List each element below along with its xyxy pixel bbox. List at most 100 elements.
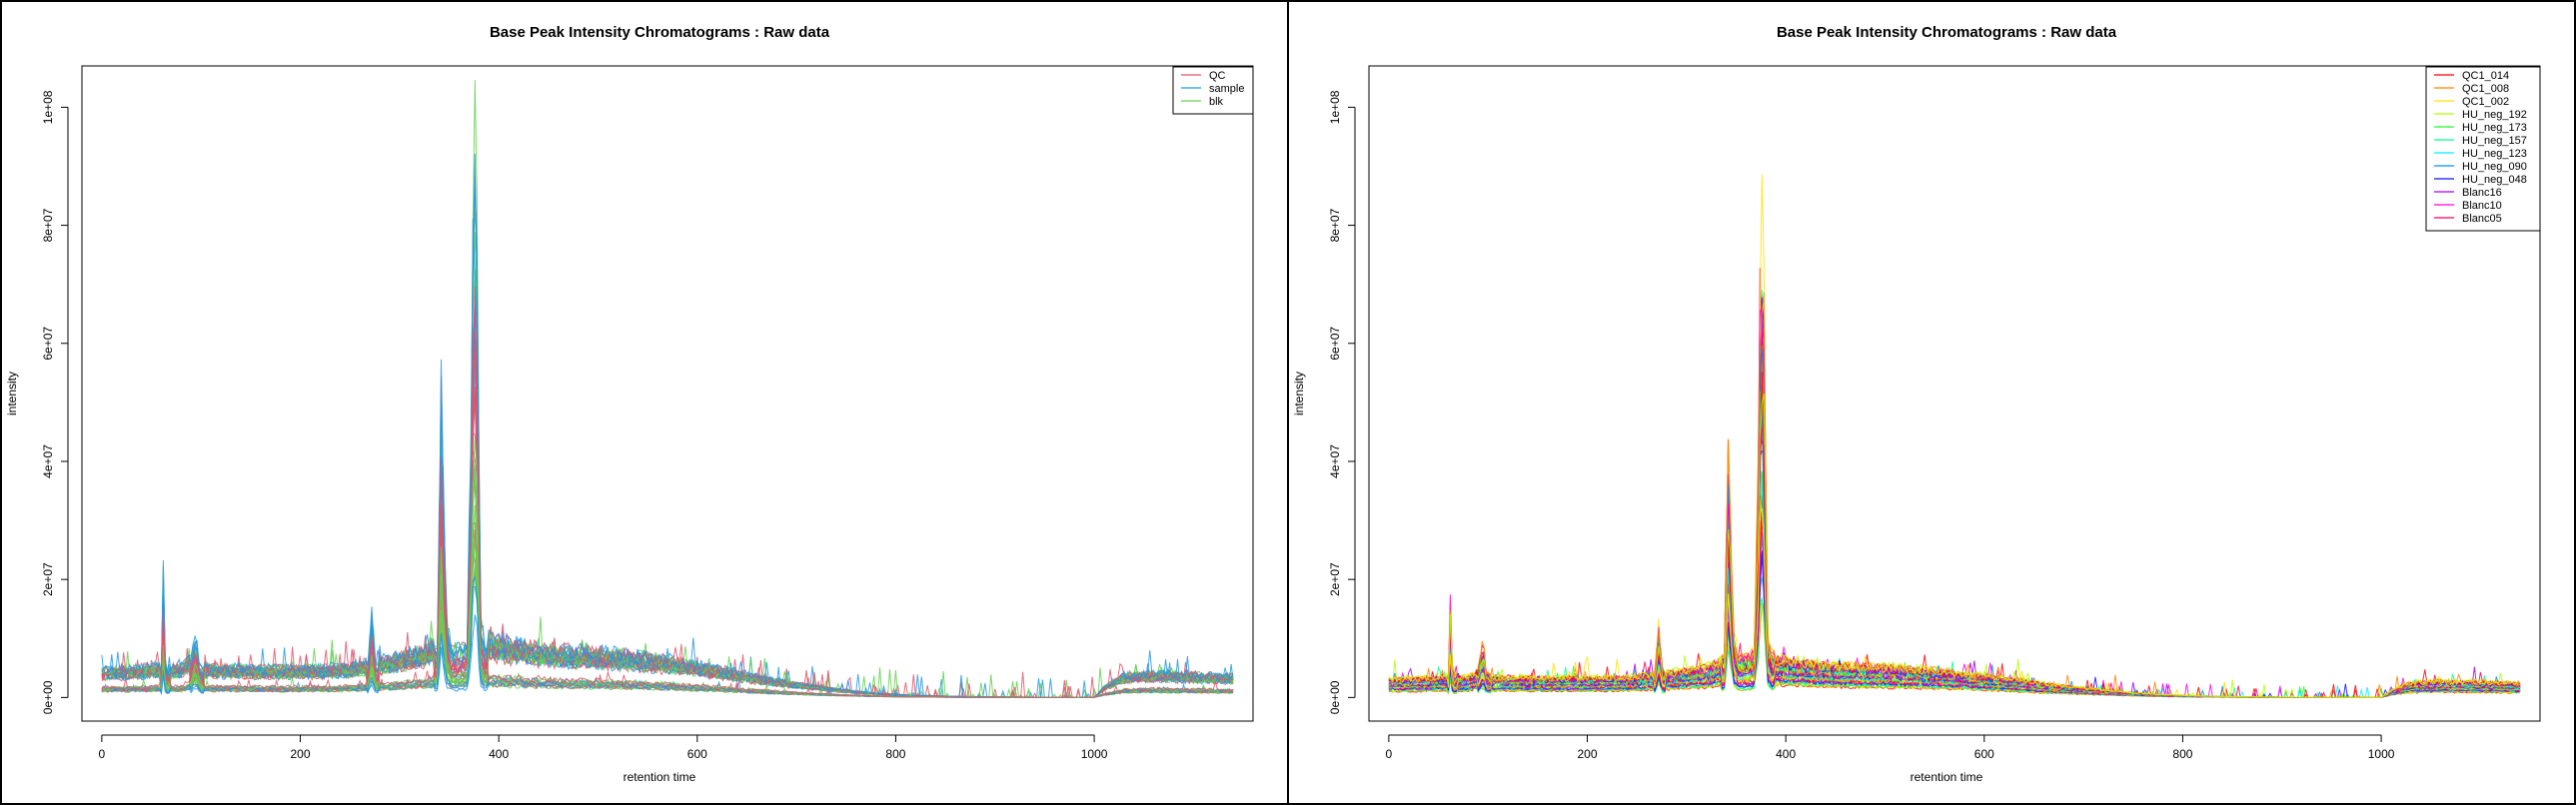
series-line: [1388, 449, 2521, 698]
x-tick-label: 800: [2172, 747, 2192, 761]
series-line: [101, 364, 1234, 698]
series-line: [101, 287, 1234, 698]
series-line: [1388, 492, 2521, 698]
chart-right: Base Peak Intensity Chromatograms : Raw …: [1292, 24, 2541, 784]
legend-label: HU_neg_157: [2462, 135, 2527, 147]
chart-left: Base Peak Intensity Chromatograms : Raw …: [5, 24, 1254, 784]
x-tick-label: 600: [687, 747, 707, 761]
series-line: [1388, 297, 2521, 698]
y-tick-label: 2e+07: [41, 562, 55, 596]
series-line: [1388, 377, 2521, 698]
legend-label: HU_neg_048: [2462, 174, 2527, 186]
legend-label: sample: [1209, 83, 1244, 95]
series-line: [101, 356, 1234, 698]
legend-label: HU_neg_090: [2462, 161, 2527, 173]
series-line: [101, 175, 1234, 698]
plot-frame: [81, 65, 1254, 722]
series-line: [101, 576, 1234, 698]
y-axis: 0e+00 2e+07 4e+07 6e+07 8e+07 1e+08: [41, 90, 69, 714]
series-line: [1388, 467, 2521, 698]
x-tick-label: 600: [1974, 747, 1994, 761]
series-line: [1388, 292, 2521, 698]
series-line: [1388, 451, 2521, 698]
series-line: [1388, 507, 2521, 698]
legend-label: Blanc16: [2462, 187, 2502, 199]
x-tick-label: 0: [99, 747, 106, 761]
series-line: [1388, 516, 2521, 698]
series-line: [1388, 408, 2521, 698]
y-tick-label: 4e+07: [41, 444, 55, 478]
legend-label: QC1_014: [2462, 70, 2509, 82]
x-axis-label: retention time: [624, 770, 696, 784]
legend-label: QC: [1209, 70, 1226, 82]
series-line: [1388, 268, 2521, 698]
chart-title: Base Peak Intensity Chromatograms : Raw …: [490, 24, 830, 41]
series-layer: [101, 80, 1234, 699]
y-tick-label: 0e+00: [1328, 680, 1342, 714]
series-line: [1388, 388, 2521, 698]
y-tick-label: 8e+07: [1328, 208, 1342, 242]
x-tick-label: 1000: [1081, 747, 1108, 761]
series-line: [1388, 330, 2521, 698]
x-axis-label: retention time: [1911, 770, 1983, 784]
series-line: [1388, 349, 2521, 698]
series-line: [1388, 498, 2521, 698]
y-tick-label: 8e+07: [41, 208, 55, 242]
series-line: [101, 211, 1234, 698]
legend: QC1_014QC1_008QC1_002HU_neg_192HU_neg_17…: [2425, 66, 2541, 232]
y-axis-label: intensity: [5, 372, 19, 415]
series-line: [101, 334, 1234, 698]
series-line: [101, 307, 1234, 698]
legend-label: QC1_008: [2462, 83, 2509, 95]
x-tick-label: 400: [489, 747, 509, 761]
legend-label: HU_neg_192: [2462, 109, 2527, 121]
chart-title: Base Peak Intensity Chromatograms : Raw …: [1777, 24, 2117, 41]
y-tick-label: 6e+07: [41, 327, 55, 361]
series-line: [1388, 397, 2521, 698]
series-line: [101, 153, 1234, 698]
series-line: [101, 80, 1234, 698]
series-line: [101, 585, 1234, 698]
plot-frame: [1368, 65, 2541, 722]
series-line: [1388, 365, 2521, 698]
x-tick-label: 800: [885, 747, 905, 761]
legend-label: HU_neg_123: [2462, 148, 2527, 160]
series-line: [1388, 432, 2521, 698]
series-line: [1388, 422, 2521, 698]
series-line: [101, 296, 1234, 698]
x-tick-label: 0: [1386, 747, 1393, 761]
x-axis: 0 200 400 600 800 1000: [99, 734, 1108, 761]
y-tick-label: 1e+08: [1328, 90, 1342, 124]
series-line: [1388, 174, 2521, 698]
legend-label: Blanc10: [2462, 200, 2502, 212]
series-line: [101, 188, 1234, 698]
series-line: [101, 269, 1234, 698]
legend-label: HU_neg_173: [2462, 122, 2527, 134]
y-tick-label: 0e+00: [41, 680, 55, 714]
series-line: [101, 218, 1234, 698]
y-tick-label: 1e+08: [41, 90, 55, 124]
y-tick-label: 2e+07: [1328, 562, 1342, 596]
series-line: [1388, 305, 2521, 698]
series-line: [1388, 335, 2521, 698]
series-layer: [1388, 174, 2521, 698]
x-axis: 0 200 400 600 800 1000: [1386, 734, 2395, 761]
y-axis-label: intensity: [1292, 372, 1306, 415]
x-tick-label: 200: [290, 747, 310, 761]
series-line: [1388, 495, 2521, 698]
series-line: [101, 333, 1234, 698]
series-line: [1388, 306, 2521, 698]
series-line: [101, 332, 1234, 698]
y-axis: 0e+00 2e+07 4e+07 6e+07 8e+07 1e+08: [1328, 90, 1356, 714]
y-tick-label: 6e+07: [1328, 327, 1342, 361]
x-tick-label: 400: [1776, 747, 1796, 761]
series-line: [101, 341, 1234, 698]
series-line: [1388, 470, 2521, 698]
series-line: [101, 567, 1234, 698]
series-line: [1388, 346, 2521, 698]
series-line: [1388, 520, 2521, 698]
legend-label: blk: [1209, 96, 1224, 108]
series-line: [101, 232, 1234, 698]
series-line: [1388, 290, 2521, 698]
